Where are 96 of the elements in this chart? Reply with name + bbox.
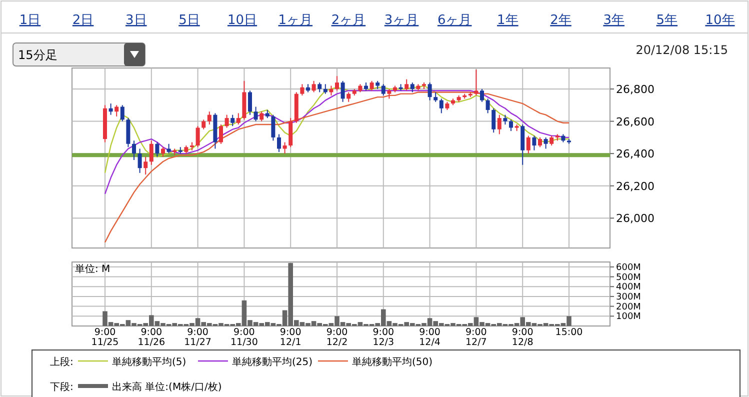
- candlestick: [149, 140, 154, 166]
- text: 10年: [705, 13, 735, 28]
- candlestick: [202, 119, 206, 130]
- candlestick: [428, 82, 432, 101]
- x-tick-label: 9:00 11/25: [91, 327, 119, 348]
- text: 10日: [228, 13, 258, 28]
- text: 2ヶ月: [331, 13, 366, 28]
- candlestick: [532, 135, 536, 151]
- candlestick: [132, 140, 136, 161]
- legend-title: 上段:: [50, 356, 74, 368]
- candlestick: [144, 156, 148, 176]
- candlestick: [323, 84, 328, 94]
- candlestick: [318, 82, 322, 93]
- candlestick: [346, 92, 351, 102]
- x-tick-label: 9:00 12/3: [372, 327, 394, 348]
- candlestick: [439, 98, 444, 114]
- y-tick-label: 26,000: [616, 212, 654, 226]
- candlestick: [114, 104, 119, 117]
- candlestick: [138, 148, 142, 174]
- x-tick-label: 9:00 12/4: [419, 327, 440, 348]
- candlestick: [277, 134, 281, 152]
- annotation: 単位: M: [75, 263, 110, 275]
- text: 3年: [603, 13, 624, 28]
- candlestick: [312, 80, 316, 93]
- candlestick: [503, 114, 508, 125]
- text: 6ヶ月: [437, 13, 472, 28]
- x-tick-label: 9:00 11/30: [230, 327, 258, 348]
- candlestick: [526, 135, 530, 154]
- x-tick-label: 15:00: [555, 327, 583, 338]
- text: 1年: [497, 13, 518, 28]
- text: 2日: [72, 13, 94, 28]
- candlestick: [166, 143, 171, 154]
- candlestick: [381, 84, 386, 96]
- y-tick-label: 100M: [616, 312, 641, 322]
- candlestick: [236, 112, 240, 125]
- candlestick: [329, 85, 334, 96]
- x-tick-label: 9:00 12/1: [280, 327, 302, 348]
- text: 5年: [656, 13, 678, 28]
- candlestick: [509, 119, 513, 132]
- candlestick: [480, 88, 484, 102]
- x-tick-label: 9:00 11/27: [184, 327, 212, 348]
- legend-label: 単純移動平均(50): [352, 356, 433, 368]
- y-tick-label: 500M: [616, 272, 641, 283]
- candlestick: [254, 106, 258, 122]
- y-tick-label: 300M: [616, 292, 641, 302]
- candlestick: [497, 114, 502, 135]
- candlestick: [207, 111, 212, 125]
- legend-label: 単純移動平均(5): [112, 356, 186, 368]
- candlestick: [404, 78, 409, 92]
- x-tick-label: 9:00 12/7: [466, 327, 487, 348]
- legend-label: 単純移動平均(25): [232, 356, 313, 368]
- x-tick-label: 9:00 12/8: [512, 327, 534, 348]
- text: 5日: [178, 13, 200, 28]
- candlestick: [161, 146, 165, 158]
- candlestick: [410, 82, 414, 93]
- candlestick: [155, 142, 160, 158]
- candlestick: [260, 111, 264, 122]
- candlestick: [486, 98, 490, 114]
- text: 20/12/08 15:15: [636, 43, 728, 57]
- candlestick: [544, 136, 548, 150]
- y-tick-label: 400M: [616, 282, 641, 293]
- y-tick-label: 26,200: [616, 180, 654, 193]
- candlestick: [434, 92, 438, 102]
- y-tick-label: 26,400: [616, 148, 654, 161]
- candlestick: [196, 126, 200, 148]
- text: 3日: [126, 13, 147, 28]
- y-tick-label: 26,600: [616, 115, 654, 128]
- y-tick-label: 26,800: [616, 82, 654, 96]
- x-tick-label: 9:00 12/2: [326, 327, 348, 348]
- legend-title: 下段:: [50, 381, 74, 393]
- y-tick-label: 200M: [616, 302, 641, 312]
- candlestick: [335, 76, 339, 92]
- candlestick: [230, 114, 235, 127]
- candlestick: [474, 69, 478, 96]
- text: 15分足: [18, 48, 58, 62]
- text: 1日: [19, 13, 41, 28]
- legend-label: 出来高 単位:(M株/口/枚): [112, 381, 222, 393]
- candlestick: [492, 108, 496, 134]
- x-tick-label: 9:00 11/26: [138, 327, 166, 348]
- candlestick: [224, 114, 229, 128]
- candlestick: [550, 135, 554, 146]
- candlestick: [120, 104, 124, 122]
- text: 1ヶ月: [278, 13, 313, 28]
- candlestick: [108, 103, 113, 116]
- y-tick-label: 600M: [616, 262, 641, 273]
- candlestick: [538, 136, 542, 148]
- candlestick: [370, 80, 374, 92]
- text: 2年: [550, 13, 572, 28]
- candlestick: [340, 80, 345, 102]
- candlestick: [387, 88, 392, 100]
- text: 3ヶ月: [384, 13, 419, 28]
- candlestick: [271, 114, 276, 142]
- candlestick: [282, 142, 287, 154]
- candlestick: [300, 84, 304, 96]
- candlestick: [219, 124, 223, 144]
- candlestick: [248, 90, 252, 116]
